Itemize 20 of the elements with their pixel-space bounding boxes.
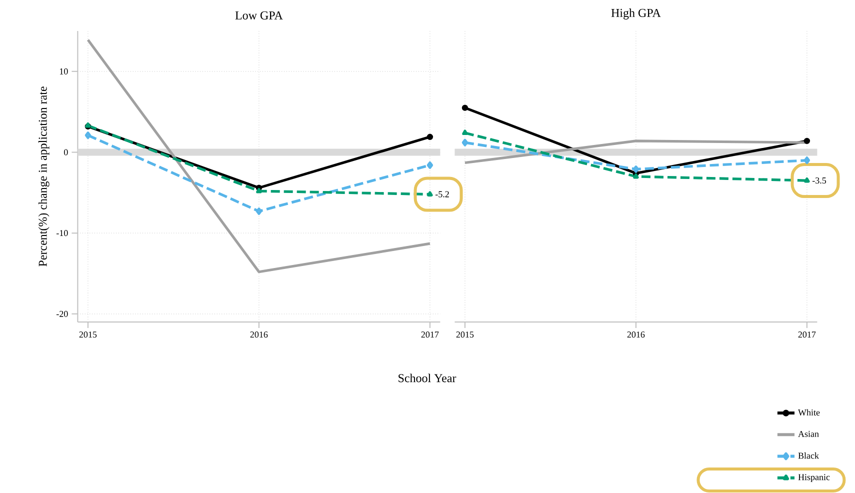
data-label: -5.2 (435, 191, 449, 198)
y-tick-label: 0 (64, 149, 68, 156)
y-tick-label: 10 (60, 68, 68, 74)
x-tick-label: 2016 (250, 332, 268, 338)
y-tick-label: -10 (56, 230, 68, 236)
x-tick-label: 2017 (798, 332, 816, 338)
y-axis-title: Percent(%) change in application rate (38, 86, 50, 266)
legend-label: White (798, 409, 820, 416)
legend-label: Hispanic (798, 474, 830, 482)
x-tick-label: 2015 (79, 332, 97, 338)
data-label: -3.5 (812, 177, 826, 184)
legend-label: Asian (798, 430, 819, 437)
chart-title: Low GPA (235, 11, 283, 20)
x-tick-label: 2016 (627, 332, 645, 338)
chart-title: High GPA (611, 8, 661, 20)
x-tick-label: 2015 (456, 332, 474, 338)
x-tick-label: 2017 (421, 332, 439, 338)
y-tick-label: -20 (56, 310, 68, 317)
legend-label: Black (798, 452, 819, 459)
x-axis-title: School Year (398, 374, 456, 382)
